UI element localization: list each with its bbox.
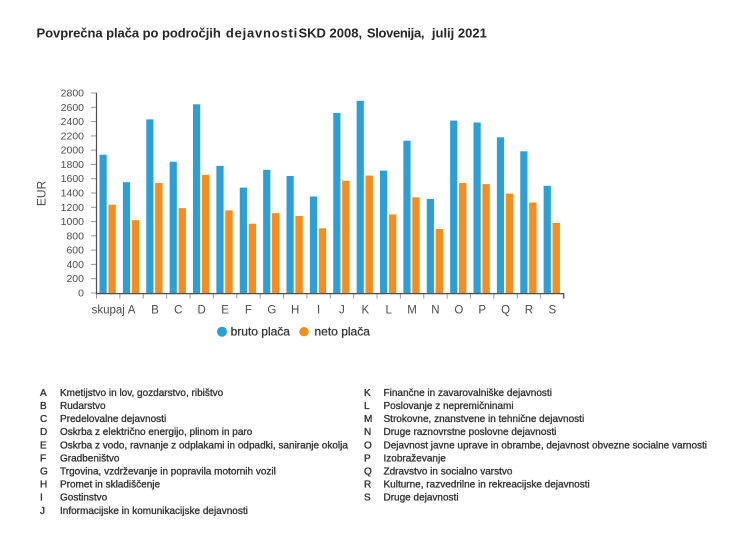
svg-text:Oskrba z električno energijo,: Oskrba z električno energijo, plinom in … — [60, 427, 253, 438]
svg-text:S: S — [364, 493, 371, 504]
svg-text:Promet in skladiščenje: Promet in skladiščenje — [60, 480, 160, 491]
svg-text:R: R — [364, 480, 371, 491]
svg-text:K: K — [364, 388, 371, 399]
svg-text:200: 200 — [66, 273, 84, 285]
svg-text:Rudarstvo: Rudarstvo — [60, 401, 106, 412]
svg-text:J: J — [40, 506, 45, 517]
svg-text:EUR: EUR — [35, 181, 49, 207]
svg-text:Izobraževanje: Izobraževanje — [384, 453, 447, 464]
svg-text:2800: 2800 — [61, 88, 85, 100]
svg-text:C: C — [174, 305, 182, 317]
svg-text:D: D — [40, 427, 47, 438]
svg-text:Kmetijstvo in lov, gozdarstvo,: Kmetijstvo in lov, gozdarstvo, ribištvo — [60, 388, 224, 399]
svg-text:skupaj: skupaj — [92, 305, 125, 317]
svg-text:L: L — [385, 305, 392, 317]
svg-text:Oskrba z vodo, ravnanje z odpl: Oskrba z vodo, ravnanje z odplakami in o… — [60, 440, 348, 451]
svg-text:Q: Q — [364, 467, 372, 478]
svg-text:400: 400 — [66, 259, 84, 271]
svg-text:1400: 1400 — [61, 188, 85, 200]
svg-text:1600: 1600 — [61, 173, 85, 185]
svg-text:M: M — [407, 305, 417, 317]
svg-text:K: K — [361, 305, 369, 317]
svg-text:E: E — [40, 440, 47, 451]
svg-text:I: I — [317, 305, 320, 317]
svg-text:A: A — [40, 388, 47, 399]
svg-text:Poslovanje z nepremičninami: Poslovanje z nepremičninami — [384, 401, 514, 412]
svg-text:B: B — [40, 401, 47, 412]
svg-text:Dejavnost javne uprave in obra: Dejavnost javne uprave in obrambe, dejav… — [384, 440, 708, 451]
svg-text:2400: 2400 — [61, 116, 85, 128]
svg-text:B: B — [151, 305, 159, 317]
svg-text:F: F — [245, 305, 252, 317]
svg-text:H: H — [291, 305, 299, 317]
svg-text:Druge dejavnosti: Druge dejavnosti — [384, 493, 459, 504]
svg-text:M: M — [364, 414, 372, 425]
svg-text:P: P — [364, 453, 371, 464]
svg-text:Gradbeništvo: Gradbeništvo — [60, 453, 120, 464]
svg-text:Trgovina, vzdrževanje in popra: Trgovina, vzdrževanje in popravila motor… — [60, 467, 276, 478]
svg-text:Predelovalne dejavnosti: Predelovalne dejavnosti — [60, 414, 166, 425]
svg-text:Gostinstvo: Gostinstvo — [60, 493, 108, 504]
svg-text:0: 0 — [78, 288, 84, 300]
svg-text:Strokovne, znanstvene in tehni: Strokovne, znanstvene in tehnične dejavn… — [384, 414, 585, 425]
svg-text:800: 800 — [66, 230, 84, 242]
svg-text:2600: 2600 — [61, 102, 85, 114]
svg-text:J: J — [339, 305, 345, 317]
svg-text:P: P — [478, 305, 486, 317]
svg-text:H: H — [40, 480, 47, 491]
svg-text:Informacijske in komunikacijsk: Informacijske in komunikacijske dejavnos… — [60, 506, 248, 517]
svg-text:I: I — [40, 493, 43, 504]
svg-text:O: O — [454, 305, 463, 317]
svg-text:N: N — [364, 427, 371, 438]
svg-text:R: R — [525, 305, 533, 317]
svg-text:A: A — [128, 305, 136, 317]
svg-text:C: C — [40, 414, 47, 425]
svg-text:1200: 1200 — [61, 202, 85, 214]
svg-text:2000: 2000 — [61, 145, 85, 157]
svg-text:Finančne in zavarovalniške dej: Finančne in zavarovalniške dejavnosti — [384, 388, 552, 399]
svg-text:E: E — [221, 305, 229, 317]
svg-text:bruto plača: bruto plača — [231, 325, 291, 339]
svg-text:Druge raznovrstne poslovne dej: Druge raznovrstne poslovne dejavnosti — [384, 427, 557, 438]
svg-text:L: L — [364, 401, 370, 412]
svg-text:F: F — [40, 453, 46, 464]
svg-text:S: S — [548, 305, 556, 317]
svg-text:Kulturne, razvedrilne in rekre: Kulturne, razvedrilne in rekreacijske de… — [384, 480, 590, 491]
svg-text:G: G — [40, 467, 48, 478]
svg-text:D: D — [198, 305, 206, 317]
svg-text:N: N — [431, 305, 439, 317]
svg-text:Zdravstvo in socialno varstvo: Zdravstvo in socialno varstvo — [384, 467, 513, 478]
svg-text:2200: 2200 — [61, 130, 85, 142]
svg-text:600: 600 — [66, 245, 84, 257]
svg-text:1800: 1800 — [61, 159, 85, 171]
svg-text:1000: 1000 — [61, 216, 85, 228]
svg-text:neto plača: neto plača — [315, 325, 371, 339]
svg-text:G: G — [267, 305, 276, 317]
svg-text:Q: Q — [501, 305, 510, 317]
svg-text:O: O — [364, 440, 372, 451]
